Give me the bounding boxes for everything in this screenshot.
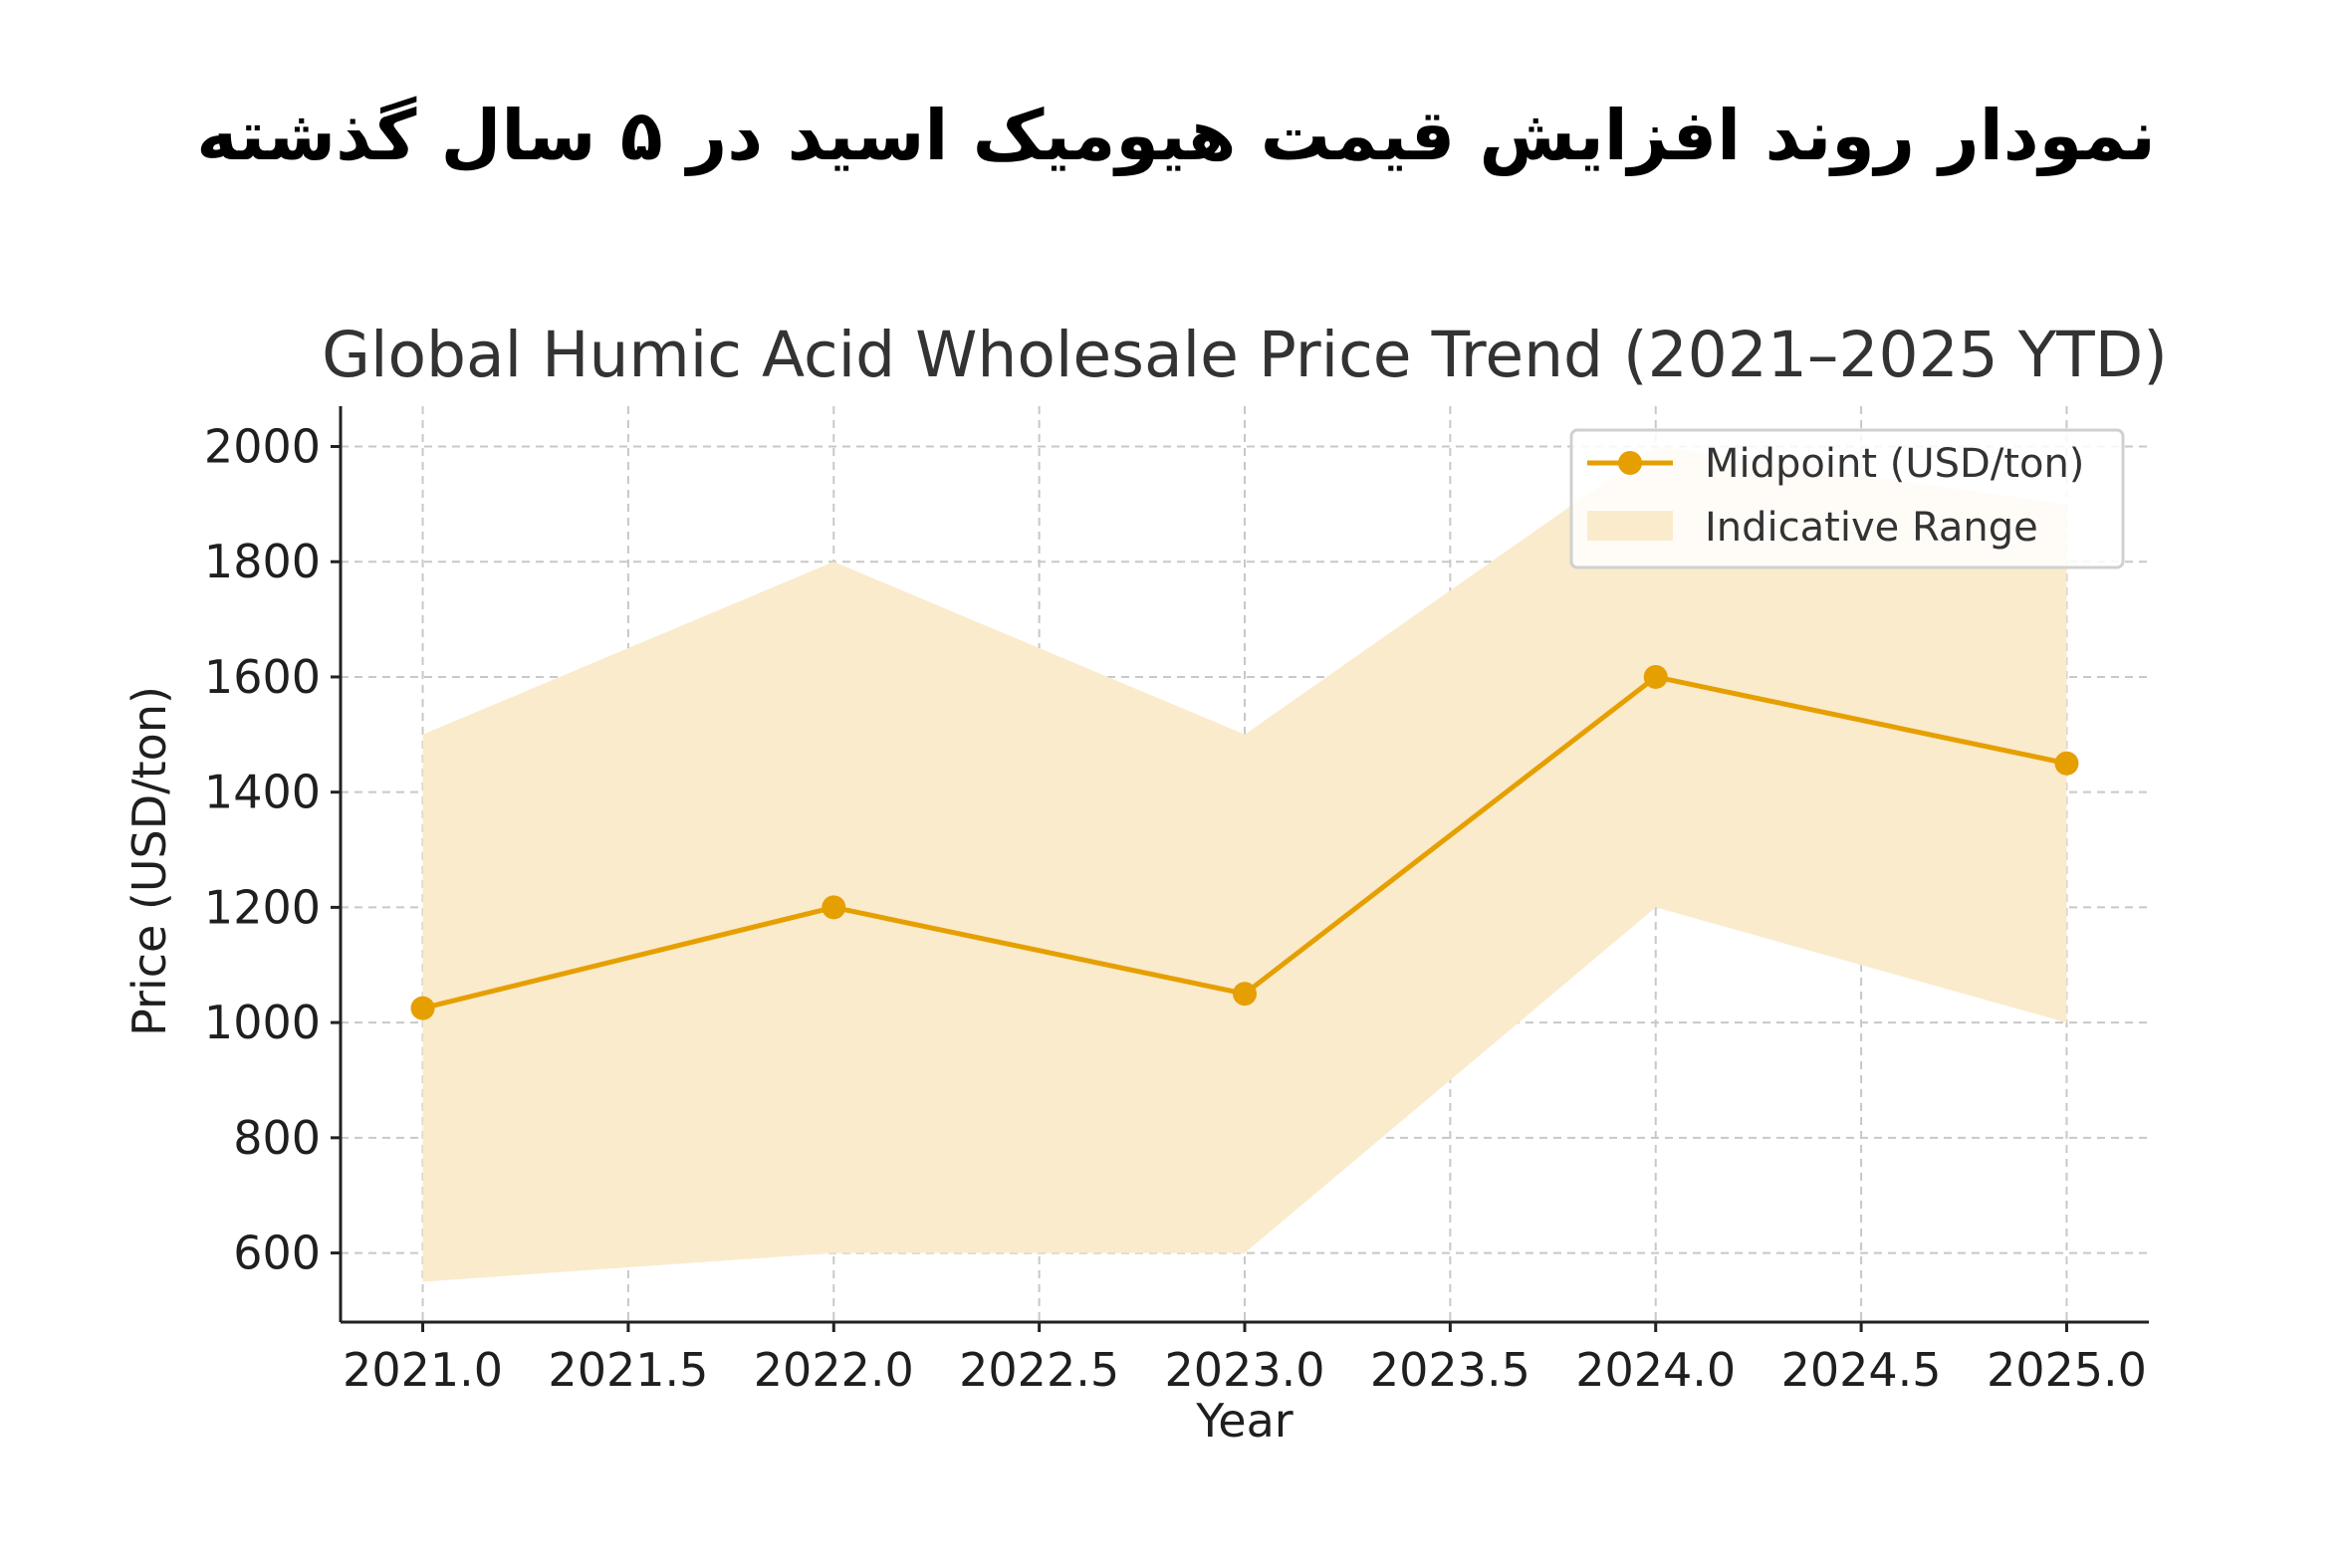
legend-label-midpoint: Midpoint (USD/ton) bbox=[1705, 441, 2084, 487]
x-tick-label: 2022.5 bbox=[959, 1343, 1119, 1397]
y-tick-label: 1200 bbox=[204, 880, 321, 934]
x-axis-title: Year bbox=[1195, 1394, 1293, 1448]
y-tick-label: 1600 bbox=[204, 650, 321, 704]
y-axis-title: Price (USD/ton) bbox=[122, 686, 176, 1036]
legend-band-swatch bbox=[1587, 511, 1673, 541]
legend-marker-swatch bbox=[1618, 451, 1642, 475]
midpoint-line-layer bbox=[410, 664, 2079, 1020]
midpoint-marker bbox=[2054, 751, 2079, 776]
y-tick-label: 1800 bbox=[204, 535, 321, 588]
midpoint-marker bbox=[1643, 664, 1668, 689]
x-tick-label: 2021.0 bbox=[343, 1343, 503, 1397]
x-tick-labels: 2021.0 2021.5 2022.0 2022.5 2023.0 2023.5 2024… bbox=[343, 1343, 2147, 1397]
x-tick-label: 2024.0 bbox=[1575, 1343, 1736, 1397]
legend: Midpoint (USD/ton) Indicative Range bbox=[1569, 428, 2125, 569]
legend-frame bbox=[1569, 428, 2125, 569]
chart-title: Global Humic Acid Wholesale Price Trend … bbox=[322, 319, 2168, 391]
banner-title: نمودار روند افزایش قیمت هیومیک اسید در ۵… bbox=[196, 95, 2156, 176]
y-tick-label: 600 bbox=[233, 1227, 321, 1280]
y-tick-label: 1000 bbox=[204, 996, 321, 1049]
x-tick-label: 2021.5 bbox=[548, 1343, 708, 1397]
x-tick-label: 2022.0 bbox=[754, 1343, 914, 1397]
range-band bbox=[422, 446, 2067, 1282]
midpoint-marker bbox=[410, 996, 435, 1020]
y-tick-label: 1400 bbox=[204, 766, 321, 819]
x-tick-label: 2023.5 bbox=[1370, 1343, 1530, 1397]
midpoint-marker bbox=[1233, 982, 1257, 1007]
range-band-layer bbox=[422, 446, 2067, 1282]
y-tick-label: 800 bbox=[233, 1111, 321, 1165]
legend-label-range: Indicative Range bbox=[1705, 505, 2038, 551]
x-tick-label: 2024.5 bbox=[1781, 1343, 1942, 1397]
y-tick-label: 2000 bbox=[204, 420, 321, 474]
y-tick-labels: 600 800 1000 1200 1400 1600 1800 2000 bbox=[204, 420, 321, 1280]
midpoint-marker bbox=[822, 895, 846, 920]
x-tick-label: 2023.0 bbox=[1165, 1343, 1325, 1397]
axes bbox=[331, 406, 2149, 1332]
x-tick-label: 2025.0 bbox=[1987, 1343, 2147, 1397]
